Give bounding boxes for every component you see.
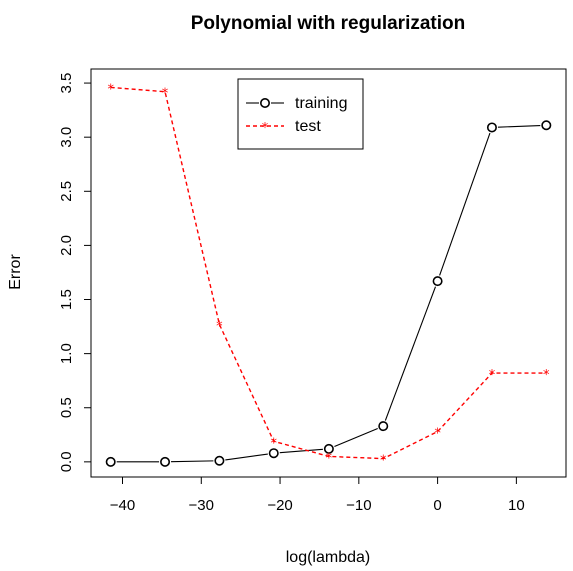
legend-box [237,78,364,150]
series-test-point: * [216,319,223,334]
y-tick-label: 3.0 [58,127,75,148]
legend-label-training: training [295,95,347,112]
plot-area: −40 −30 −20 −10 0 10 0.0 0.5 1.0 1.5 2.0 2.5 3.0 3.5 *… [58,68,567,514]
series-test-point: * [380,454,387,469]
series-training-point [432,276,443,287]
y-tick-label: 2.0 [58,235,75,256]
x-tick-label: 0 [433,497,441,514]
series-test-point: * [107,82,114,97]
y-tick-label: 0.5 [58,397,75,418]
y-tick-label: 2.5 [58,181,75,202]
series-training-segment [225,453,268,461]
series-training-segment [439,132,491,276]
series-test-point: * [543,368,550,383]
series-training-point [160,456,171,467]
x-tick-label: −40 [110,497,135,514]
series-training-point [105,456,116,467]
series-training-segment [497,124,541,128]
legend-marker-training [259,98,270,109]
series-test-point: * [489,368,496,383]
series-test-point: * [271,436,278,451]
legend-marker-test: * [262,121,269,136]
y-tick-label: 1.5 [58,289,75,310]
series-training-point [378,421,389,432]
series-training-point [486,122,497,133]
series-training-segment [279,448,323,454]
series-training-point [214,455,225,466]
x-axis-label: log(lambda) [286,549,370,566]
y-tick-label: 1.0 [58,343,75,364]
series-training-segment [384,286,437,421]
plot-frame [90,68,567,478]
series-test-point: * [162,87,169,102]
x-tick-label: −20 [267,497,292,514]
series-training-point [323,443,334,454]
series-test-point: * [326,451,333,466]
chart-title: Polynomial with regularization [191,13,465,34]
x-tick-label: −10 [346,497,371,514]
y-tick-label: 0.0 [58,451,75,472]
series-training-segment [334,427,378,448]
series-training-point [541,120,552,131]
series-test-line [110,86,547,460]
series-training-point [268,448,279,459]
y-tick-label: 3.5 [58,73,75,94]
x-tick-label: 10 [508,497,525,514]
series-test-point: * [434,427,441,442]
series-training-segment [171,460,214,463]
x-tick-label: −30 [189,497,214,514]
legend-label-test: test [295,118,321,135]
y-axis-label: Error [7,254,24,290]
